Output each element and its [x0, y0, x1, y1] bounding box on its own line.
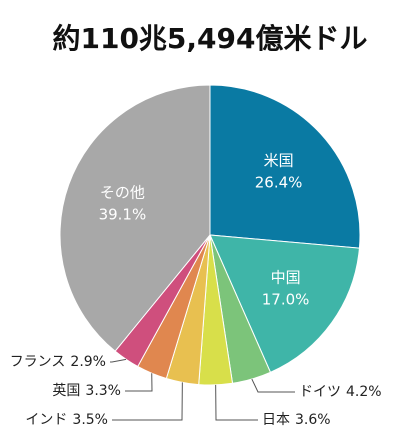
slice-value: 17.0%: [262, 291, 310, 309]
slice-label: ドイツ 4.2%: [299, 384, 382, 400]
slice-value: 3.3%: [85, 383, 121, 399]
slice-label: 日本 3.6%: [262, 412, 331, 428]
slice-value: 3.5%: [72, 412, 108, 428]
slice-label: インド 3.5%: [25, 412, 108, 428]
slice-label: 英国 3.3%: [52, 382, 121, 399]
slice-value: 3.6%: [295, 412, 331, 428]
slice-category: 中国: [271, 269, 301, 287]
pie-slice: [209, 234, 360, 373]
slice-value: 39.1%: [99, 205, 147, 223]
slice-value: 4.2%: [346, 384, 382, 400]
pie-slice: [59, 84, 211, 352]
slice-label: フランス 2.9%: [10, 354, 106, 370]
leader-line: [251, 378, 295, 393]
leader-line: [215, 384, 258, 421]
chart-title: 約110兆5,494億米ドル: [52, 22, 367, 55]
slice-category: 米国: [264, 152, 294, 170]
slice-category: 英国: [52, 382, 80, 399]
slice-category: その他: [100, 183, 145, 201]
leader-line: [110, 358, 127, 363]
leader-line: [112, 382, 183, 421]
slice-value: 2.9%: [70, 354, 106, 370]
slice-category: フランス: [10, 354, 66, 370]
slice-value: 26.4%: [255, 174, 303, 192]
pie-slice: [209, 84, 361, 249]
slice-category: ドイツ: [299, 384, 341, 400]
slice-category: 日本: [262, 412, 290, 428]
slice-category: インド: [25, 412, 67, 428]
leader-line: [125, 373, 153, 392]
